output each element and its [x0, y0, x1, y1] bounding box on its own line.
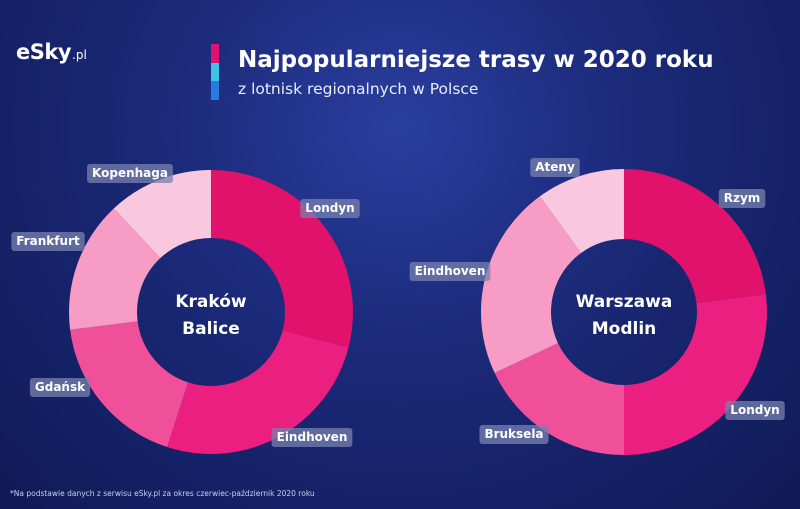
donut-slice-1-0	[624, 169, 766, 303]
donut-center-label: Balice	[182, 319, 240, 339]
esky-logo: eSky .pl	[16, 40, 87, 64]
slice-label-text: Bruksela	[484, 427, 543, 441]
slice-label-text: Rzym	[724, 191, 761, 205]
slice-label-text: Gdańsk	[35, 380, 86, 394]
donut-center-label: Kraków	[175, 292, 247, 312]
donut-slice-1-1	[624, 294, 767, 455]
slice-label: Ateny	[530, 158, 580, 177]
chart-title: Najpopularniejsze trasy w 2020 roku	[238, 47, 714, 73]
title-accent-bar	[211, 44, 219, 101]
slice-label: Kopenhaga	[87, 164, 173, 183]
donut-slice-1-3	[480, 196, 582, 373]
slice-label-text: Eindhoven	[277, 430, 348, 444]
slice-label-box	[11, 232, 85, 251]
slice-label-box	[718, 189, 766, 208]
logo-sub-text: .pl	[72, 48, 87, 62]
donut-slice-0-1	[167, 330, 349, 454]
slice-label: Gdańsk	[29, 378, 91, 397]
donut-slice-0-2	[70, 321, 189, 448]
slice-label-box	[725, 401, 785, 420]
accent-bar-2	[211, 62, 219, 82]
slice-label-text: Kopenhaga	[92, 166, 168, 180]
slice-label-box	[87, 164, 173, 183]
slice-label-text: Ateny	[535, 160, 575, 174]
accent-bar-3	[211, 81, 219, 101]
accent-bar-1	[211, 44, 219, 63]
slice-label: Eindhoven	[271, 428, 353, 447]
slice-label-box	[530, 158, 580, 177]
donut-slice-1-4	[539, 169, 624, 253]
slice-label: Eindhoven	[409, 262, 491, 281]
donut-slice-0-3	[69, 208, 161, 330]
footnote: *Na podstawie danych z serwisu eSky.pl z…	[10, 489, 315, 498]
slice-label-box	[409, 262, 491, 281]
slice-label: Londyn	[300, 199, 360, 218]
logo-main-text: eSky	[16, 40, 72, 64]
donut-slice-0-0	[211, 170, 353, 348]
slice-label-text: Eindhoven	[415, 264, 486, 278]
slice-label: Bruksela	[479, 425, 549, 444]
slice-label-text: Londyn	[730, 403, 779, 417]
chart-subtitle: z lotnisk regionalnych w Polsce	[238, 80, 479, 98]
slice-label: Rzym	[718, 189, 766, 208]
donut-center-label: Modlin	[592, 319, 657, 339]
donut-center-label: Warszawa	[576, 292, 673, 312]
slice-label-box	[271, 428, 353, 447]
slice-label-box	[300, 199, 360, 218]
slice-label-box	[29, 378, 91, 397]
slice-label-box	[479, 425, 549, 444]
donut-slice-1-2	[494, 343, 624, 455]
slice-label: Frankfurt	[11, 232, 85, 251]
slice-label-text: Londyn	[305, 201, 354, 215]
donut-slice-0-4	[113, 170, 211, 259]
slice-label-text: Frankfurt	[16, 234, 80, 248]
slice-label: Londyn	[725, 401, 785, 420]
